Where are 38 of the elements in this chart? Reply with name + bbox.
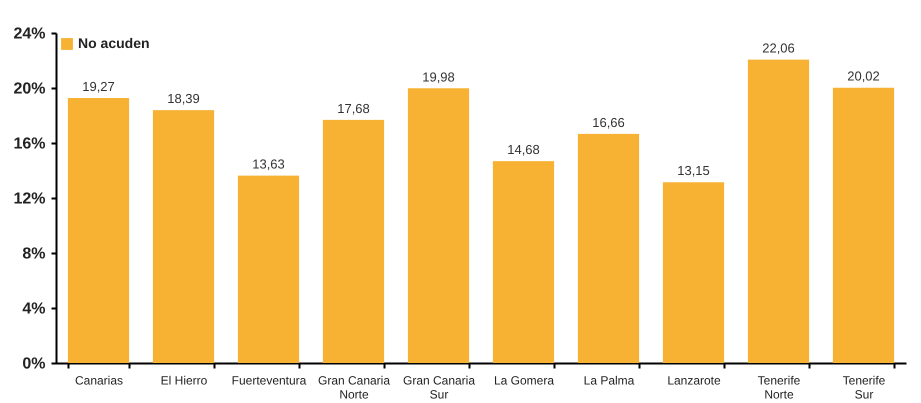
- y-tick-label: 0%: [22, 356, 46, 372]
- data-label: 19,27: [82, 79, 115, 94]
- data-label: 19,98: [422, 69, 455, 84]
- bar: [748, 60, 810, 363]
- data-label: 22,06: [762, 40, 795, 56]
- bar: [408, 88, 470, 363]
- x-tick-label: Fuerteventura: [232, 374, 307, 388]
- data-label: 13,63: [252, 156, 285, 172]
- bar: [322, 120, 384, 363]
- data-label: 16,66: [592, 114, 625, 130]
- y-tick-label: 12%: [13, 190, 46, 208]
- bar: [68, 98, 130, 363]
- data-label: 20,02: [847, 68, 880, 84]
- x-tick-label: Gran Canaria Sur: [402, 374, 476, 402]
- bar: [578, 134, 640, 363]
- y-tick-label: 4%: [22, 300, 46, 318]
- y-tick-label: 16%: [13, 136, 46, 152]
- x-tick-label: El Hierro: [160, 374, 208, 388]
- data-label: 17,68: [337, 100, 370, 116]
- bar: [832, 88, 894, 363]
- y-tick-label: 8%: [22, 246, 46, 262]
- x-tick-label: La Palma: [584, 374, 635, 388]
- data-label: 18,39: [167, 91, 200, 106]
- data-label: 14,68: [507, 142, 540, 158]
- x-tick-label: Tenerife Sur: [842, 374, 886, 402]
- x-tick-label: La Gomera: [494, 374, 554, 388]
- legend-label: No acuden: [78, 35, 150, 51]
- bar: [662, 182, 724, 363]
- x-tick-label: Tenerife Norte: [758, 374, 801, 402]
- bar: [238, 176, 300, 363]
- x-tick-label: Lanzarote: [667, 374, 722, 388]
- x-tick-label: Gran Canaria Norte: [318, 374, 390, 402]
- bar: [152, 110, 214, 363]
- y-tick-label: 20%: [13, 80, 46, 98]
- data-label: 13,15: [677, 163, 710, 178]
- x-tick-label: Canarias: [74, 374, 124, 388]
- bar: [492, 161, 554, 363]
- y-tick-label: 24%: [13, 26, 46, 42]
